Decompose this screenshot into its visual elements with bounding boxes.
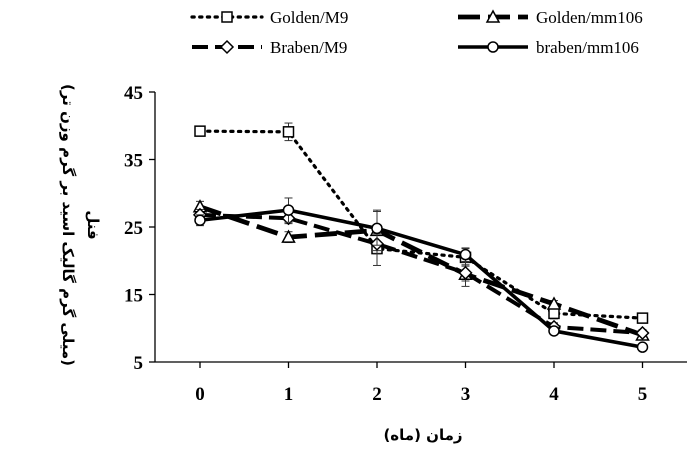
- marker-circle: [282, 204, 295, 216]
- legend-item: Golden/mm106: [458, 8, 643, 27]
- legend-item: Braben/M9: [192, 38, 347, 57]
- marker-circle: [548, 325, 560, 337]
- y-tick-label: 5: [134, 353, 144, 374]
- legend-label: braben/mm106: [536, 38, 639, 57]
- legend-label: Golden/M9: [270, 8, 348, 27]
- y-tick-label: 15: [124, 286, 143, 307]
- series-line: [199, 204, 644, 338]
- x-tick-label: 0: [195, 384, 205, 405]
- series-line: [198, 129, 645, 320]
- series-braben-mm106: [194, 197, 649, 353]
- marker-diamond: [458, 265, 473, 280]
- series-golden-m9: [194, 122, 649, 324]
- marker-circle: [487, 41, 499, 53]
- marker-diamond: [635, 325, 650, 341]
- marker-circle: [636, 341, 649, 353]
- x-tick-label: 4: [549, 384, 559, 405]
- marker-circle: [194, 214, 206, 226]
- legend-label: Braben/M9: [270, 38, 347, 57]
- marker-triangle: [546, 296, 562, 310]
- marker-triangle: [485, 9, 501, 23]
- legend-item: Golden/M9: [190, 8, 348, 27]
- marker-square: [636, 312, 649, 324]
- marker-square: [548, 307, 560, 320]
- x-tick-label: 3: [461, 384, 471, 405]
- marker-square: [221, 11, 233, 23]
- marker-square: [282, 126, 295, 138]
- y-tick-label: 25: [124, 218, 143, 239]
- x-tick-label: 2: [372, 384, 382, 405]
- marker-diamond: [219, 39, 235, 55]
- x-tick-label: 5: [638, 384, 648, 405]
- series-line: [199, 212, 643, 335]
- y-axis-title-line2: (میلی گرم گالیک اسید بر گرم وزن تر): [59, 84, 77, 366]
- y-tick-label: 45: [124, 83, 143, 104]
- series-golden-mm106: [192, 199, 650, 341]
- legend: Golden/M9 Golden/mm106 Braben/M9 braben/mm1…: [190, 8, 643, 57]
- x-tick-label: 1: [284, 384, 294, 405]
- legend-item: braben/mm106: [458, 38, 639, 57]
- y-axis-title-line1: فنل: [84, 210, 102, 239]
- series-line: [199, 208, 643, 349]
- marker-circle: [459, 248, 472, 261]
- marker-circle: [371, 222, 383, 235]
- y-tick-label: 35: [124, 151, 143, 172]
- legend-label: Golden/mm106: [536, 8, 643, 27]
- marker-square: [194, 125, 206, 137]
- marker-triangle: [281, 229, 296, 243]
- series-layer: [192, 122, 650, 353]
- x-axis-title: زمان (ماه): [383, 426, 462, 444]
